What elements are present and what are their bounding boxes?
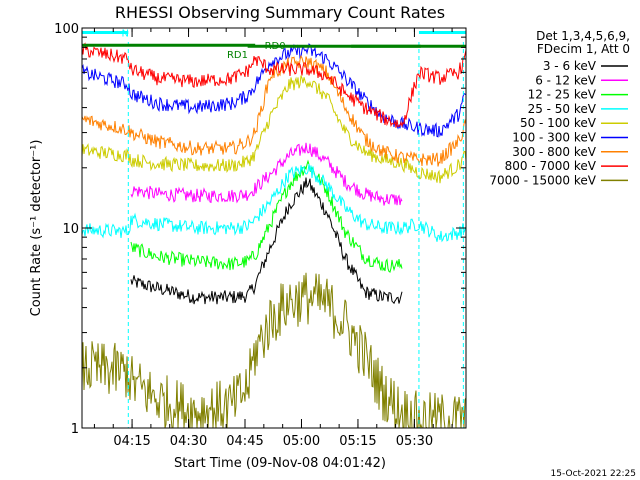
ticks-layer: 04:15 04:30 04:45 05:00 05:15 05:30 1 10 100 — [54, 22, 466, 449]
series-2 — [130, 159, 403, 273]
legend: Det 1,3,4,5,6,9, FDecim 1, Att 0 3 - 6 k… — [489, 29, 630, 187]
series-line-0-0 — [130, 177, 403, 305]
legend-label-0: 3 - 6 keV — [543, 59, 597, 73]
series-1 — [130, 142, 403, 206]
series-3 — [81, 164, 467, 243]
legend-header-line-1: Det 1,3,4,5,6,9, — [536, 29, 630, 43]
series-line-2-0 — [130, 159, 403, 273]
annotation-1: RD1 — [227, 50, 248, 61]
legend-label-6: 300 - 800 keV — [512, 145, 596, 159]
y-tick-label-0: 1 — [71, 422, 79, 437]
x-tick-label-1: 04:30 — [170, 434, 207, 449]
legend-header-line-2: FDecim 1, Att 0 — [537, 42, 630, 56]
annotation-2: RD0 — [265, 41, 286, 52]
series-0 — [130, 177, 403, 305]
x-tick-label-0: 04:15 — [113, 434, 150, 449]
series-line-6-0 — [81, 54, 467, 167]
flags-layer: N RD1 RD0 — [82, 28, 466, 428]
series-line-1-0 — [130, 142, 403, 206]
legend-label-8: 7000 - 15000 keV — [489, 173, 596, 187]
annotation-0: N — [122, 28, 129, 39]
series-8 — [81, 272, 467, 429]
series-7 — [81, 42, 467, 128]
series-layer — [81, 42, 467, 429]
legend-label-4: 50 - 100 keV — [520, 116, 597, 130]
series-6 — [81, 54, 467, 167]
legend-label-2: 12 - 25 keV — [528, 88, 597, 102]
chart-title: RHESSI Observing Summary Count Rates — [115, 3, 445, 22]
x-axis-label: Start Time (09-Nov-08 04:01:42) — [174, 456, 386, 471]
x-tick-label-4: 05:15 — [339, 434, 376, 449]
y-tick-label-2: 100 — [54, 22, 79, 37]
x-tick-label-5: 05:30 — [396, 434, 433, 449]
series-line-8-0 — [81, 272, 467, 429]
legend-label-5: 100 - 300 keV — [512, 131, 596, 145]
series-line-4-0 — [81, 75, 467, 184]
legend-label-7: 800 - 7000 keV — [505, 159, 597, 173]
y-axis-label: Count Rate (s⁻¹ detector⁻¹) — [29, 140, 44, 317]
series-line-3-0 — [81, 164, 467, 243]
series-line-7-0 — [81, 42, 467, 128]
legend-label-1: 6 - 12 keV — [535, 73, 597, 87]
legend-label-3: 25 - 50 keV — [528, 102, 597, 116]
series-4 — [81, 75, 467, 184]
y-tick-label-1: 10 — [62, 222, 79, 237]
footer-timestamp: 15-Oct-2021 22:25 — [551, 469, 636, 479]
x-tick-label-3: 05:00 — [283, 434, 320, 449]
x-tick-label-2: 04:45 — [226, 434, 263, 449]
